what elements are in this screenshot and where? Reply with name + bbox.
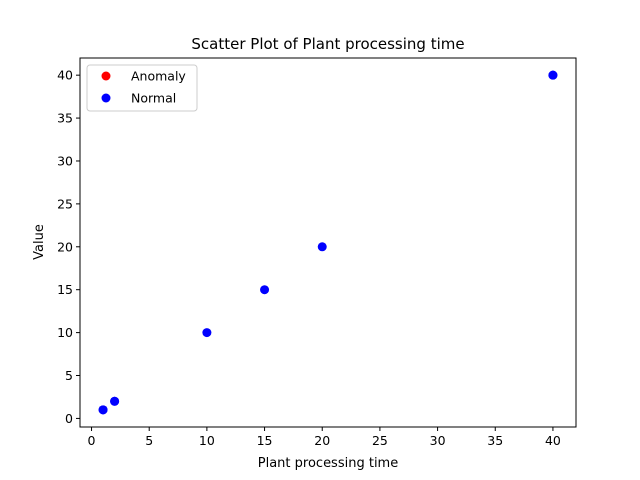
x-tick-label: 0: [88, 433, 96, 448]
x-axis: 0 5 10 15 20 25 30 35 40: [88, 427, 561, 448]
legend-label: Anomaly: [131, 69, 186, 84]
y-tick-label: 10: [57, 325, 73, 340]
legend-marker: [101, 71, 111, 81]
y-tick-label: 35: [57, 111, 73, 126]
data-point: [548, 70, 558, 80]
y-tick-label: 30: [57, 153, 73, 168]
data-point: [317, 242, 327, 252]
x-tick-label: 40: [545, 433, 561, 448]
plot-frame: [79, 57, 577, 428]
legend-box: [86, 64, 198, 112]
x-tick-label: 30: [430, 433, 446, 448]
plot-points: [98, 70, 558, 415]
x-tick-label: 5: [145, 433, 153, 448]
y-tick-label: 40: [57, 68, 73, 83]
x-tick-label: 15: [257, 433, 273, 448]
y-tick-label: 5: [65, 368, 73, 383]
x-tick-label: 10: [199, 433, 215, 448]
data-point: [202, 328, 212, 338]
x-tick-label: 20: [314, 433, 330, 448]
legend: Anomaly Normal: [86, 64, 198, 112]
legend-label: Normal: [131, 91, 176, 106]
data-point: [98, 405, 108, 415]
y-axis-label: Value: [32, 224, 47, 260]
x-axis-label: Plant processing time: [258, 456, 398, 471]
y-tick-label: 20: [57, 239, 73, 254]
y-tick-label: 0: [65, 411, 73, 426]
x-tick-label: 35: [487, 433, 503, 448]
data-point: [260, 285, 270, 295]
data-point: [110, 396, 120, 406]
legend-marker: [101, 93, 111, 103]
y-tick-label: 25: [57, 196, 73, 211]
y-axis: 0 5 10 15 20 25 30 35 40: [57, 68, 80, 426]
chart-title: Scatter Plot of Plant processing time: [191, 35, 464, 53]
y-tick-label: 15: [57, 282, 73, 297]
x-tick-label: 25: [372, 433, 388, 448]
